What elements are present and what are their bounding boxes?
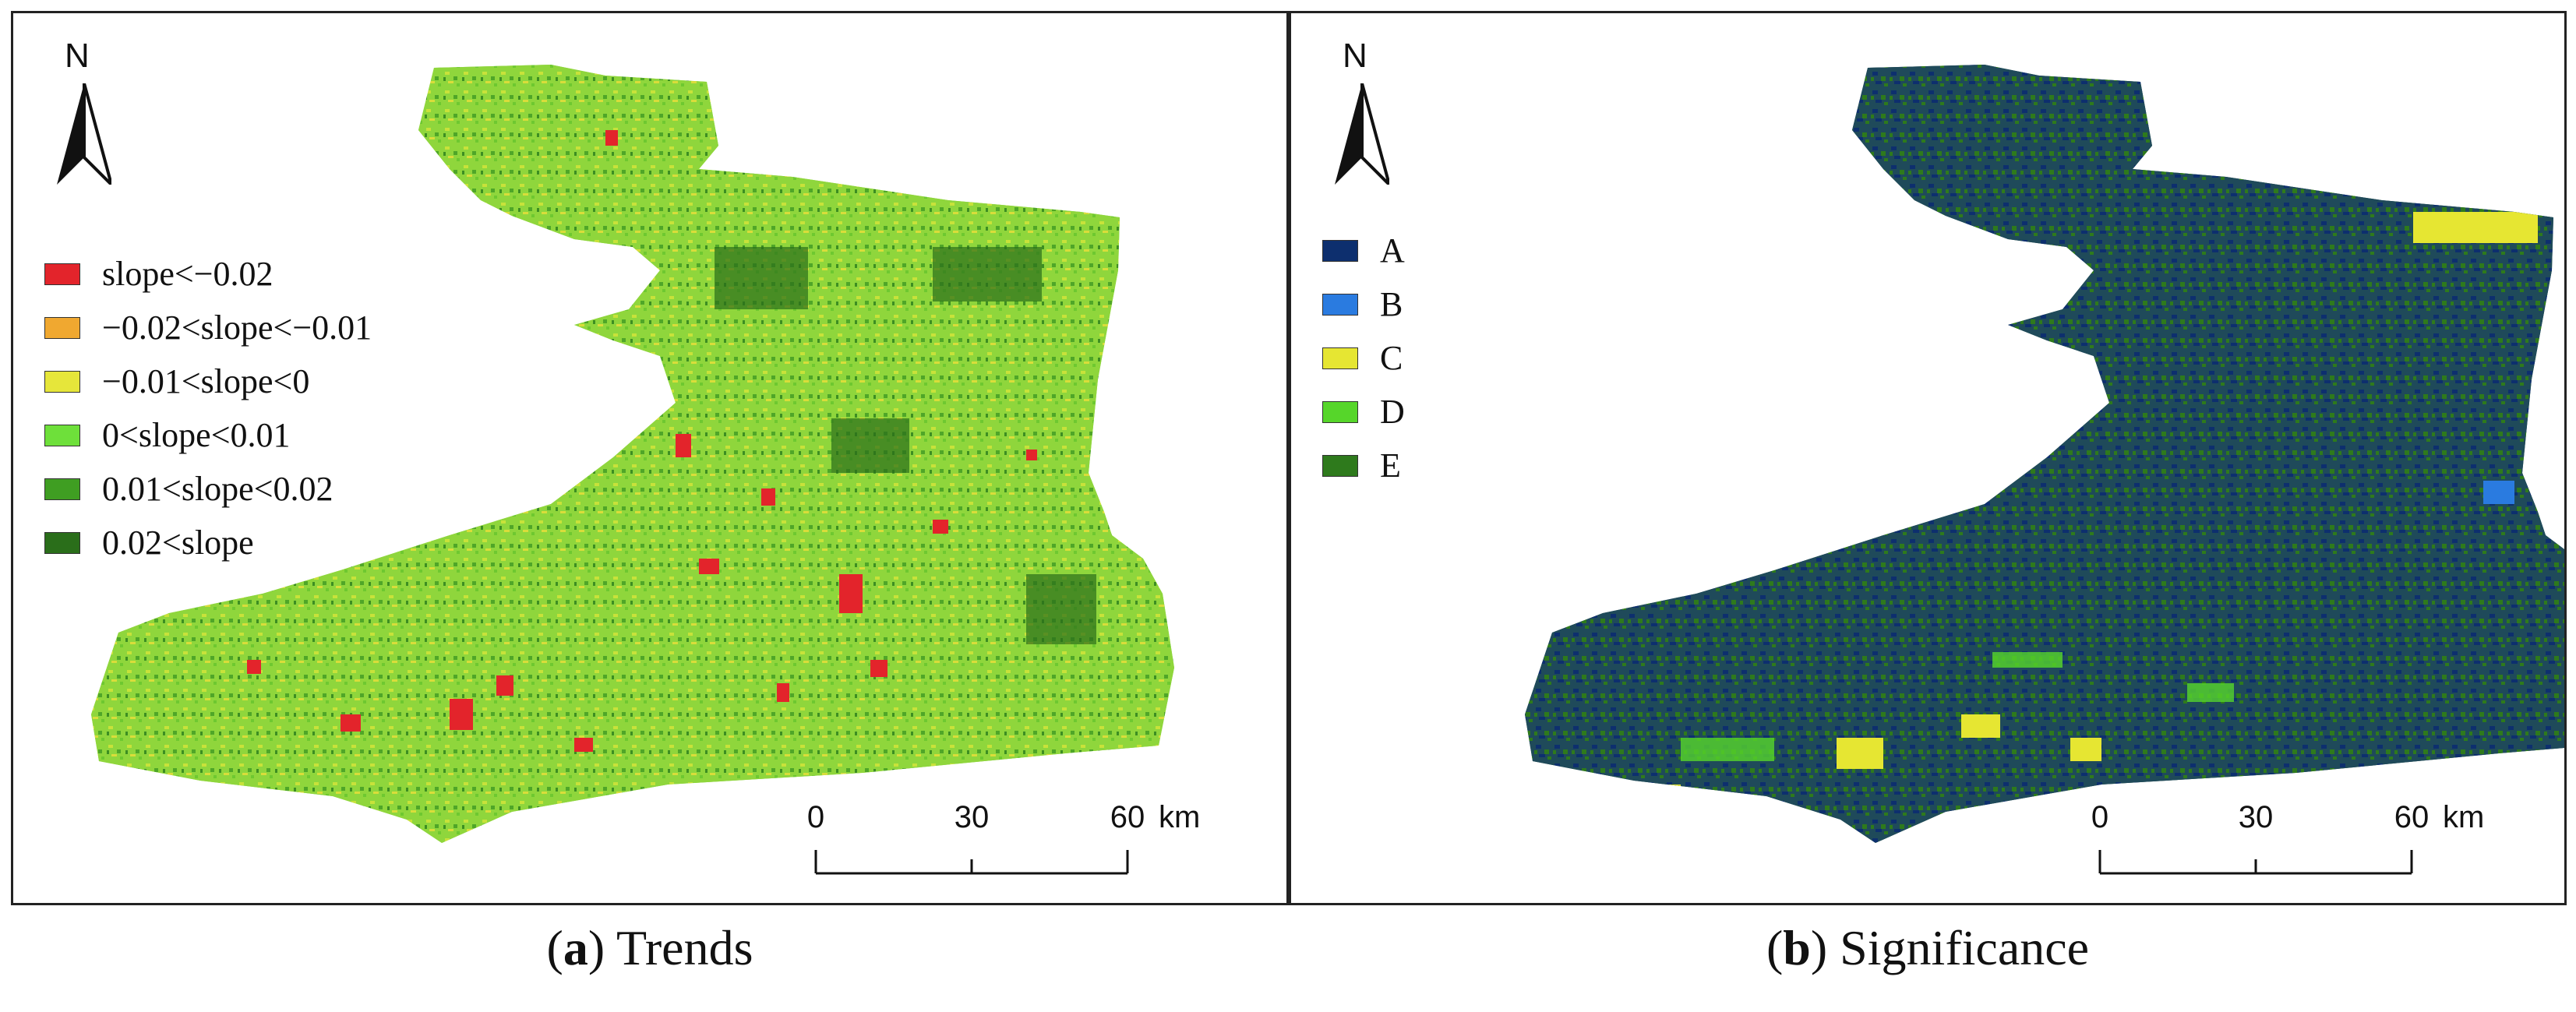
scale-bar-line: [2098, 850, 2413, 875]
legend-label: D: [1380, 393, 1405, 431]
map-panel-trends: N slope<−0.02 −0.02<slope<−0.01 −0.01<sl…: [11, 11, 1289, 905]
legend-item: 0.02<slope: [44, 516, 372, 569]
legend-swatch: [1322, 239, 1358, 262]
legend-item: −0.01<slope<0: [44, 354, 372, 408]
scale-bar: 0 30 60 km: [800, 785, 1200, 894]
legend-label: E: [1380, 446, 1401, 485]
north-label: N: [65, 37, 90, 75]
legend-swatch: [1322, 347, 1358, 369]
north-arrow: N: [44, 37, 122, 192]
legend-label: B: [1380, 285, 1403, 323]
map-panel-significance: N A B C D E 0 30 60 km: [1289, 11, 2567, 905]
scale-unit: km: [1159, 800, 1201, 834]
scale-tick-label: 30: [954, 800, 990, 834]
legend-swatch: [44, 478, 80, 500]
legend-label: −0.01<slope<0: [102, 362, 310, 400]
legend-item: 0<slope<0.01: [44, 408, 372, 462]
legend-label: C: [1380, 339, 1403, 377]
caption-trends: (a) Trends: [546, 920, 753, 975]
legend-swatch: [1322, 293, 1358, 316]
scale-tick-label: 30: [2238, 800, 2274, 834]
legend-swatch: [1322, 400, 1358, 423]
legend-item: A: [1322, 224, 1405, 277]
legend-swatch: [44, 424, 80, 446]
north-label: N: [1343, 37, 1367, 75]
scale-tick-label: 0: [2091, 800, 2109, 834]
legend-label: −0.02<slope<−0.01: [102, 309, 372, 347]
scale-tick-label: 0: [806, 800, 825, 834]
significance-legend: A B C D E: [1322, 224, 1405, 492]
north-arrow-icon: [57, 83, 111, 185]
trends-map: [91, 65, 1174, 843]
significance-map: [1525, 65, 2564, 843]
legend-label: 0.01<slope<0.02: [102, 470, 333, 508]
legend-item: E: [1322, 439, 1405, 492]
legend-label: A: [1380, 231, 1405, 270]
caption-letter: b: [1783, 920, 1811, 975]
north-arrow-icon: [1335, 83, 1389, 185]
legend-item: C: [1322, 331, 1405, 385]
caption-letter: a: [563, 920, 588, 975]
scale-bar: 0 30 60 km: [2084, 785, 2484, 894]
trend-legend: slope<−0.02 −0.02<slope<−0.01 −0.01<slop…: [44, 247, 372, 569]
legend-label: slope<−0.02: [102, 255, 273, 293]
legend-swatch: [44, 370, 80, 393]
legend-label: 0<slope<0.01: [102, 416, 291, 454]
legend-item: D: [1322, 385, 1405, 439]
legend-swatch: [44, 316, 80, 339]
legend-item: B: [1322, 277, 1405, 331]
legend-label: 0.02<slope: [102, 524, 254, 562]
legend-swatch: [44, 531, 80, 554]
caption-text: Significance: [1840, 920, 2090, 975]
legend-swatch: [1322, 454, 1358, 477]
legend-item: slope<−0.02: [44, 247, 372, 301]
scale-unit: km: [2443, 800, 2485, 834]
legend-swatch: [44, 263, 80, 285]
scale-tick-label: 60: [2394, 800, 2430, 834]
legend-item: −0.02<slope<−0.01: [44, 301, 372, 354]
scale-bar-line: [814, 850, 1129, 875]
legend-item: 0.01<slope<0.02: [44, 462, 372, 516]
caption-text: Trends: [616, 920, 753, 975]
caption-significance: (b) Significance: [1766, 920, 2090, 975]
scale-tick-label: 60: [1110, 800, 1145, 834]
north-arrow: N: [1322, 37, 1400, 192]
